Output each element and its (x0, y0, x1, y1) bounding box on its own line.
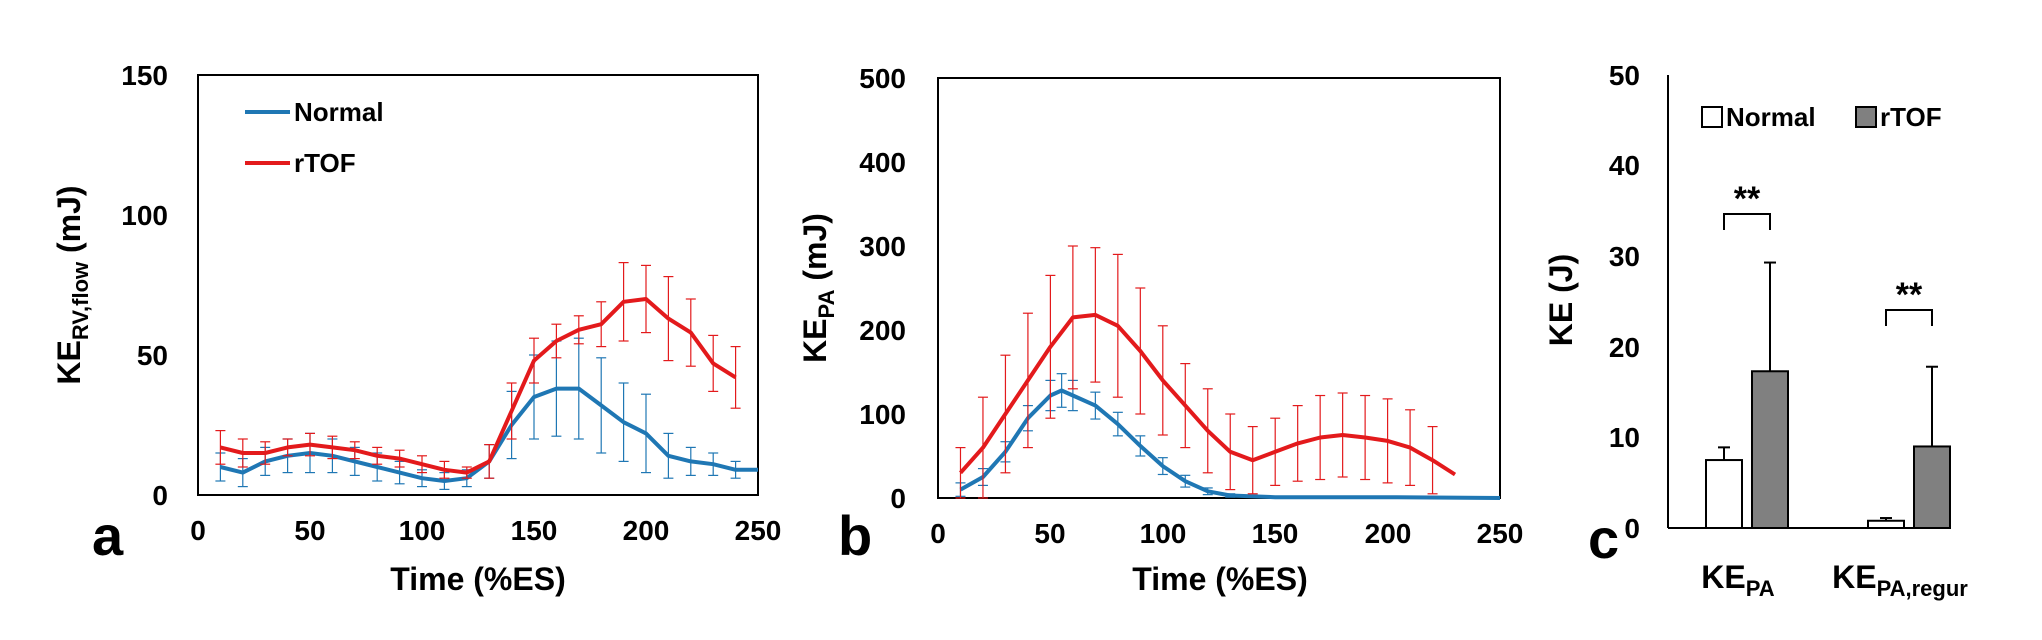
x-axis-ticks-a: 0 50 100 150 200 250 (190, 515, 781, 546)
x-tick-label: 200 (623, 515, 670, 546)
y-tick-label: 400 (859, 147, 906, 178)
y-tick-label: 100 (859, 399, 906, 430)
x-tick-label: 100 (399, 515, 446, 546)
significance-bracket (1723, 213, 1771, 230)
legend-label-rtof: rTOF (1880, 102, 1942, 132)
x-tick-label: 200 (1365, 518, 1412, 549)
category-sub: PA (1746, 576, 1775, 601)
legend-swatch-normal (1701, 106, 1723, 128)
y-tick-label: 100 (121, 200, 168, 231)
series-rtof (215, 262, 741, 479)
series-group-a (215, 262, 758, 490)
chart-panel-b: 0 100 200 300 400 500 0 50 100 150 200 2… (797, 63, 1523, 597)
x-tick-label: 0 (930, 518, 946, 549)
y-tick-label: 0 (152, 480, 168, 511)
legend-label-normal: Normal (294, 97, 384, 127)
y-axis-title-b: KEPA (mJ) (797, 213, 839, 363)
panel-label-c: c (1588, 507, 1619, 570)
x-tick-label: 50 (1034, 518, 1065, 549)
legend-label-normal: Normal (1726, 102, 1816, 132)
y-tick-label: 10 (1609, 422, 1640, 453)
significance-label: ** (1896, 276, 1923, 314)
y-axis-ticks-c: 0 10 20 30 40 50 (1609, 60, 1640, 544)
x-axis-title-a: Time (%ES) (390, 561, 565, 597)
legend-c: Normal rTOF (1701, 102, 1942, 132)
category-main: KE (1701, 559, 1745, 595)
y-axis-title-main: KE (797, 318, 833, 362)
x-tick-label: 250 (1477, 518, 1524, 549)
legend-swatch-rtof (1855, 106, 1877, 128)
y-tick-label: 50 (137, 340, 168, 371)
y-axis-title-a: KERV,flow (mJ) (51, 185, 93, 384)
category-main: KE (1832, 559, 1876, 595)
x-tick-label: 150 (1252, 518, 1299, 549)
category-sub: PA,regur (1877, 576, 1969, 601)
y-tick-label: 500 (859, 63, 906, 94)
y-tick-label: 150 (121, 60, 168, 91)
series-line-rtof (959, 312, 1457, 477)
y-axis-title-c: KE (J) (1543, 254, 1579, 346)
y-axis-title-main: KE (51, 340, 87, 384)
y-axis-ticks-a: 0 50 100 150 (121, 60, 168, 511)
series-rtof (955, 245, 1457, 499)
x-axis-ticks-b: 0 50 100 150 200 250 (930, 518, 1523, 549)
bar-rtof (1751, 370, 1789, 529)
plot-frame-a (197, 74, 759, 496)
y-tick-label: 20 (1609, 332, 1640, 363)
panel-label-b: b (838, 504, 872, 567)
x-axis-title-b: Time (%ES) (1132, 561, 1307, 597)
series-normal (215, 337, 758, 490)
y-axis-title-sub: PA (814, 289, 839, 318)
significance-bracket (1885, 309, 1933, 326)
y-tick-label: 50 (1609, 60, 1640, 91)
x-tick-label: 100 (1140, 518, 1187, 549)
x-category-label: KEPA,regur (1832, 559, 1968, 601)
chart-panel-a: 0 50 100 150 0 50 100 150 200 250 Time (… (51, 60, 781, 597)
plot-frame-b (937, 77, 1501, 499)
legend-a: Normal rTOF (245, 97, 384, 178)
bar-rtof (1913, 445, 1951, 529)
series-line-rtof (219, 297, 737, 475)
y-tick-label: 200 (859, 315, 906, 346)
bar-group-c: ** ** (1705, 180, 1951, 530)
x-category-label: KEPA (1701, 559, 1774, 601)
series-normal (955, 373, 1501, 500)
bar-normal (1705, 459, 1743, 529)
x-tick-label: 250 (735, 515, 782, 546)
y-tick-label: 0 (1624, 513, 1640, 544)
y-tick-label: 0 (890, 483, 906, 514)
y-tick-label: 40 (1609, 150, 1640, 181)
y-axis-title-sub: RV,flow (68, 261, 93, 340)
bar-normal (1867, 519, 1905, 530)
chart-panel-c: 0 10 20 30 40 50 KE (J) Normal rTOF ****… (1543, 60, 1968, 601)
x-category-labels-c: KEPA KEPA,regur (1701, 559, 1968, 601)
x-tick-label: 150 (511, 515, 558, 546)
panel-label-a: a (92, 504, 124, 567)
series-line-normal (959, 388, 1501, 500)
y-axis-title-unit: (mJ) (51, 185, 87, 261)
x-tick-label: 50 (294, 515, 325, 546)
y-tick-label: 30 (1609, 241, 1640, 272)
series-group-b (955, 245, 1501, 500)
y-axis-ticks-b: 0 100 200 300 400 500 (859, 63, 906, 514)
y-tick-label: 300 (859, 231, 906, 262)
significance-label: ** (1734, 180, 1761, 218)
legend-label-rtof: rTOF (294, 148, 356, 178)
y-axis-title-unit: (mJ) (797, 213, 833, 289)
x-tick-label: 0 (190, 515, 206, 546)
